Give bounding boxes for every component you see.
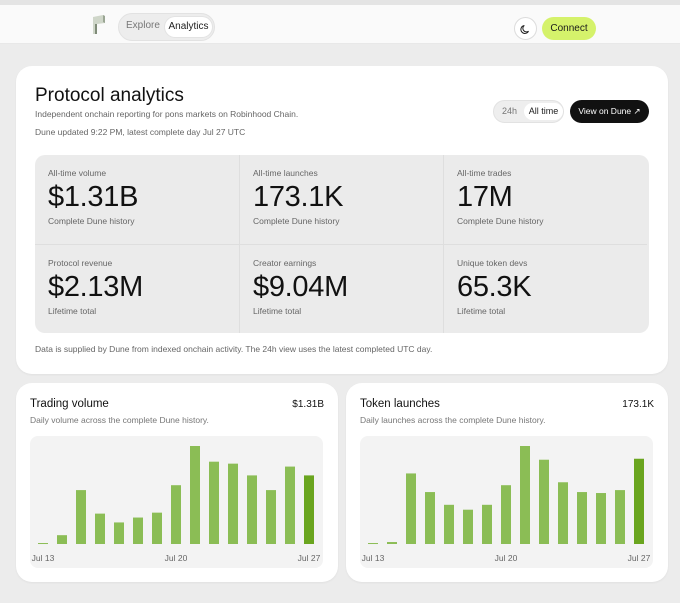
chart-total: $1.31B	[292, 399, 324, 410]
bar-jul-24[interactable]	[577, 492, 587, 544]
chart-subtitle: Daily volume across the complete Dune hi…	[30, 415, 209, 425]
trading-volume-card: Trading volume $1.31B Daily volume acros…	[16, 383, 338, 582]
bar-jul-26[interactable]	[615, 490, 625, 544]
bar-jul-21[interactable]	[190, 446, 200, 544]
stat-label: Creator earnings	[253, 258, 317, 268]
chart-total: 173.1K	[622, 399, 654, 410]
stat-all-time-launches: All-time launches 173.1K Complete Dune h…	[239, 155, 443, 244]
stat-note: Complete Dune history	[457, 216, 544, 226]
bar-jul-15[interactable]	[406, 473, 416, 544]
chart-title: Trading volume	[30, 398, 109, 410]
stat-label: All-time volume	[48, 168, 107, 178]
stat-value: 173.1K	[253, 181, 344, 213]
update-status: Dune updated 9:22 PM, latest complete da…	[35, 127, 246, 137]
token-launches-chart: Jul 13 Jul 20 Jul 27	[360, 436, 653, 568]
stat-value: $9.04M	[253, 271, 348, 303]
protocol-analytics-card: Protocol analytics Independent onchain r…	[16, 66, 668, 374]
x-tick-label: Jul 13	[362, 553, 385, 563]
view-on-dune-button[interactable]: View on Dune ↗	[570, 100, 649, 123]
bar-jul-19[interactable]	[152, 512, 162, 544]
stat-note: Lifetime total	[48, 306, 97, 316]
chart-subtitle: Daily launches across the complete Dune …	[360, 415, 546, 425]
stat-protocol-revenue: Protocol revenue $2.13M Lifetime total	[35, 244, 239, 333]
stat-value: $1.31B	[48, 181, 139, 213]
bar-jul-27[interactable]	[304, 475, 314, 544]
stat-label: All-time launches	[253, 168, 318, 178]
chart-title: Token launches	[360, 398, 440, 410]
bar-jul-26[interactable]	[285, 466, 295, 544]
x-tick-label: Jul 13	[32, 553, 55, 563]
bar-jul-17[interactable]	[444, 504, 454, 544]
bar-jul-18[interactable]	[133, 517, 143, 544]
stat-label: Unique token devs	[457, 258, 528, 268]
stat-value: 65.3K	[457, 271, 532, 303]
bar-jul-24[interactable]	[247, 475, 257, 544]
x-tick-label: Jul 20	[165, 553, 188, 563]
stat-note: Lifetime total	[253, 306, 302, 316]
stat-all-time-trades: All-time trades 17M Complete Dune histor…	[443, 155, 647, 244]
bar-jul-18[interactable]	[463, 509, 473, 544]
bar-jul-23[interactable]	[558, 482, 568, 544]
stat-label: Protocol revenue	[48, 258, 113, 268]
bar-jul-16[interactable]	[95, 513, 105, 544]
stat-note: Lifetime total	[457, 306, 506, 316]
bar-jul-16[interactable]	[425, 492, 435, 544]
stats-grid: All-time volume $1.31B Complete Dune his…	[35, 155, 649, 333]
stat-note: Complete Dune history	[48, 216, 135, 226]
bar-jul-21[interactable]	[520, 446, 530, 544]
bar-jul-15[interactable]	[76, 490, 86, 544]
page-subtitle: Independent onchain reporting for pons m…	[35, 109, 299, 119]
x-tick-label: Jul 27	[298, 553, 321, 563]
bar-jul-20[interactable]	[501, 485, 511, 544]
stat-unique-token-devs: Unique token devs 65.3K Lifetime total	[443, 244, 647, 333]
trading-volume-chart: Jul 13 Jul 20 Jul 27	[30, 436, 323, 568]
range-24h-option[interactable]: 24h	[502, 106, 518, 116]
bar-jul-13[interactable]	[38, 543, 48, 545]
nav-analytics[interactable]: Analytics	[165, 17, 212, 37]
theme-toggle-button[interactable]	[514, 17, 537, 40]
stat-value: 17M	[457, 181, 513, 213]
bar-jul-20[interactable]	[171, 485, 181, 544]
token-launches-bars: Jul 13 Jul 20 Jul 27	[362, 446, 651, 563]
bar-jul-25[interactable]	[266, 490, 276, 544]
stat-all-time-volume: All-time volume $1.31B Complete Dune his…	[35, 155, 239, 244]
bar-jul-23[interactable]	[228, 463, 238, 544]
trading-volume-bars: Jul 13 Jul 20 Jul 27	[32, 446, 321, 563]
stat-value: $2.13M	[48, 271, 143, 303]
bar-jul-27[interactable]	[634, 458, 644, 544]
moon-icon	[520, 25, 529, 34]
data-source-footnote: Data is supplied by Dune from indexed on…	[35, 344, 433, 354]
stat-label: All-time trades	[457, 168, 512, 178]
bar-jul-14[interactable]	[57, 535, 67, 544]
top-nav-bar: Explore Analytics Connect	[0, 0, 680, 44]
time-range-toggle: 24h All time	[493, 100, 564, 123]
bar-jul-13[interactable]	[368, 543, 378, 545]
main-nav: Explore Analytics	[118, 13, 215, 41]
bar-jul-22[interactable]	[209, 461, 219, 544]
stat-creator-earnings: Creator earnings $9.04M Lifetime total	[239, 244, 443, 333]
token-launches-card: Token launches 173.1K Daily launches acr…	[346, 383, 668, 582]
brand-logo-icon[interactable]	[91, 14, 107, 35]
bar-jul-22[interactable]	[539, 459, 549, 544]
stat-note: Complete Dune history	[253, 216, 340, 226]
bar-jul-25[interactable]	[596, 493, 606, 544]
bar-jul-19[interactable]	[482, 504, 492, 544]
page-title: Protocol analytics	[35, 85, 184, 106]
x-tick-label: Jul 27	[628, 553, 651, 563]
range-all-time-option[interactable]: All time	[524, 103, 563, 120]
bar-jul-17[interactable]	[114, 522, 124, 544]
nav-explore[interactable]: Explore	[126, 20, 160, 31]
connect-button[interactable]: Connect	[542, 17, 596, 40]
x-tick-label: Jul 20	[495, 553, 518, 563]
bar-jul-14[interactable]	[387, 542, 397, 544]
